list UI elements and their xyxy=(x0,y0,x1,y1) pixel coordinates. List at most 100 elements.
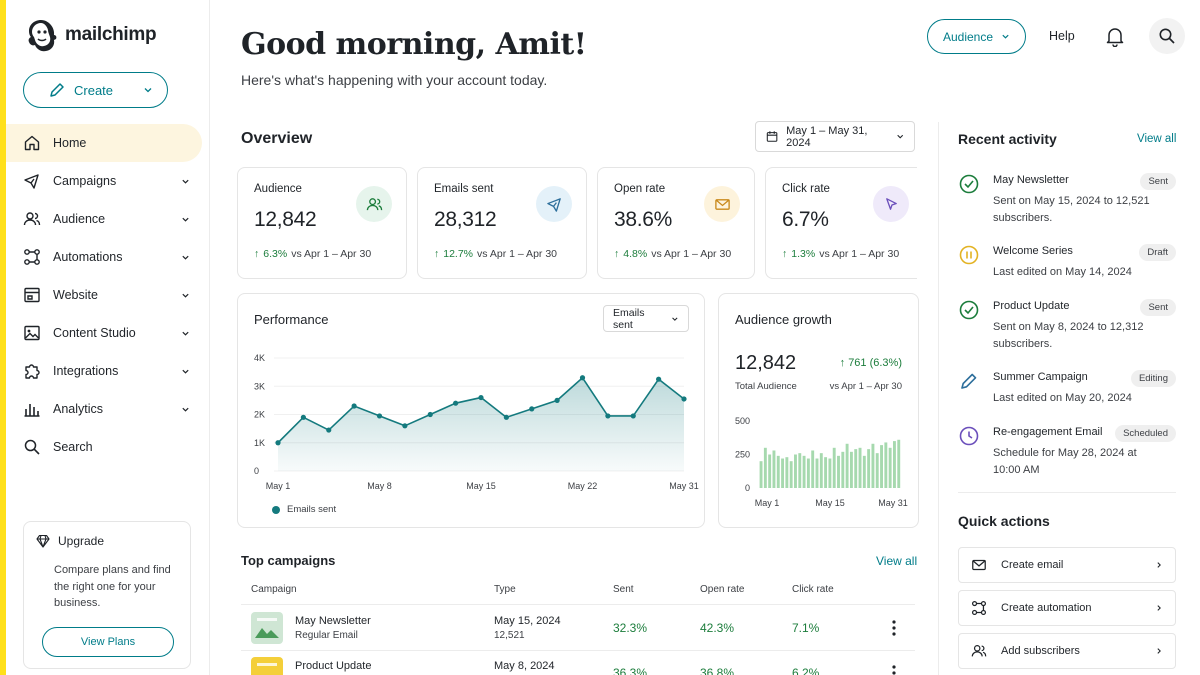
page-greeting: Good morning, Amit! xyxy=(241,27,587,62)
nav-label: Audience xyxy=(53,212,106,226)
stat-card-emails-sent[interactable]: Emails sent 28,312 ↑ 12.7% vs Apr 1 – Ap… xyxy=(417,167,587,279)
quick-action-create-email[interactable]: Create email xyxy=(958,547,1176,583)
view-plans-button[interactable]: View Plans xyxy=(42,627,174,657)
activity-title: Product Update xyxy=(993,300,1070,312)
quick-action-create-automation[interactable]: Create automation xyxy=(958,590,1176,626)
upgrade-title-text: Upgrade xyxy=(58,534,105,548)
growth-bar xyxy=(892,441,896,488)
envelope-icon xyxy=(704,186,740,222)
audience-dropdown-label: Audience xyxy=(942,29,994,44)
stat-change: ↑ 4.8% vs Apr 1 – Apr 30 xyxy=(614,248,731,260)
upgrade-card: Upgrade Compare plans and find the right… xyxy=(23,521,191,669)
nav-item-campaigns[interactable]: Campaigns xyxy=(6,162,210,200)
campaign-type: Regular Email xyxy=(295,630,358,641)
y-tick-label: 0 xyxy=(745,483,750,493)
column-header-sent[interactable]: Sent xyxy=(613,584,634,595)
check-circle-icon xyxy=(959,174,979,194)
chevron-down-icon xyxy=(182,293,189,298)
arrow-up-icon: ↑ xyxy=(434,248,440,260)
arrow-up-icon: ↑ xyxy=(614,248,620,260)
more-vertical-icon[interactable] xyxy=(891,619,897,637)
stat-card-click-rate[interactable]: Click rate 6.7% ↑ 1.3% vs Apr 1 – Apr 30 xyxy=(765,167,917,279)
column-header-campaign[interactable]: Campaign xyxy=(251,584,297,595)
growth-bar xyxy=(768,454,772,488)
calendar-icon xyxy=(766,131,778,142)
activity-description: Last edited on May 14, 2024 xyxy=(993,266,1132,278)
stat-change-vs: vs Apr 1 – Apr 30 xyxy=(291,248,372,260)
sidebar: mailchimp Create Home Campaigns Audience… xyxy=(6,0,210,675)
nav-item-search[interactable]: Search xyxy=(6,428,210,466)
performance-card: Performance Emails sent 0 1K 2K 3K 4K May 1 Ma… xyxy=(237,293,705,528)
data-point xyxy=(427,411,433,418)
growth-bar xyxy=(772,450,776,488)
data-point xyxy=(275,440,281,446)
legend-swatch xyxy=(272,505,280,514)
chevron-down-icon xyxy=(144,88,152,93)
growth-value: 12,842 xyxy=(735,352,797,374)
quick-action-label: Add subscribers xyxy=(1001,645,1080,657)
data-point xyxy=(326,427,332,433)
section-divider xyxy=(958,492,1176,493)
stat-card-audience[interactable]: Audience 12,842 ↑ 6.3% vs Apr 1 – Apr 30 xyxy=(237,167,407,279)
chevron-down-icon xyxy=(672,316,678,321)
data-point xyxy=(351,403,357,409)
column-header-type[interactable]: Type xyxy=(494,584,516,595)
growth-bar xyxy=(763,447,767,488)
stat-value: 6.7% xyxy=(782,208,829,231)
arrow-up-icon: ↑ xyxy=(782,248,788,260)
campaign-sent: 36.3% xyxy=(613,666,648,675)
y-tick-label: 250 xyxy=(735,450,750,460)
growth-vs: vs Apr 1 – Apr 30 xyxy=(829,381,902,392)
table-divider xyxy=(241,650,915,651)
status-badge: Sent xyxy=(1140,173,1176,190)
nav-label: Content Studio xyxy=(53,326,136,340)
growth-bar xyxy=(845,443,849,488)
create-button[interactable]: Create xyxy=(23,72,168,108)
audience-growth-card: Audience growth 12,842 Total Audience ↑ … xyxy=(718,293,919,528)
audience-dropdown[interactable]: Audience xyxy=(927,19,1026,54)
stat-change: ↑ 1.3% vs Apr 1 – Apr 30 xyxy=(782,248,899,260)
nav-item-audience[interactable]: Audience xyxy=(6,200,210,238)
column-header-click-rate[interactable]: Click rate xyxy=(792,584,834,595)
bell-icon[interactable] xyxy=(1104,25,1126,47)
campaign-count: 12,521 xyxy=(494,630,525,641)
data-point xyxy=(503,414,509,420)
upgrade-title: Upgrade xyxy=(36,534,178,548)
global-search-button[interactable] xyxy=(1149,18,1185,54)
quick-action-add-subscribers[interactable]: Add subscribers xyxy=(958,633,1176,669)
area-fill xyxy=(278,377,684,471)
campaign-click-rate: 6.2% xyxy=(792,666,820,675)
help-link[interactable]: Help xyxy=(1049,29,1075,43)
column-divider xyxy=(938,122,939,675)
campaign-click-rate: 7.1% xyxy=(792,621,820,635)
activity-view-all-link[interactable]: View all xyxy=(1137,133,1177,145)
more-vertical-icon[interactable] xyxy=(891,664,897,675)
column-header-open-rate[interactable]: Open rate xyxy=(700,584,745,595)
date-range-picker[interactable]: May 1 – May 31, 2024 xyxy=(755,121,915,152)
growth-bar xyxy=(781,458,785,488)
campaigns-view-all-link[interactable]: View all xyxy=(876,554,918,568)
workflow-icon xyxy=(23,248,41,266)
logo[interactable]: mailchimp xyxy=(23,17,157,53)
stat-card-open-rate[interactable]: Open rate 38.6% ↑ 4.8% vs Apr 1 – Apr 30 xyxy=(597,167,755,279)
metric-select[interactable]: Emails sent xyxy=(603,305,689,332)
envelope-icon xyxy=(972,559,986,571)
nav-item-integrations[interactable]: Integrations xyxy=(6,352,210,390)
table-row[interactable]: May Newsletter Regular Email May 15, 202… xyxy=(241,605,915,651)
growth-title: Audience growth xyxy=(735,312,832,327)
nav-item-analytics[interactable]: Analytics xyxy=(6,390,210,428)
nav-item-website[interactable]: Website xyxy=(6,276,210,314)
data-point xyxy=(554,397,560,403)
campaign-name: May Newsletter xyxy=(295,615,371,627)
data-point xyxy=(376,413,383,419)
nav-item-automations[interactable]: Automations xyxy=(6,238,210,276)
quick-actions-title: Quick actions xyxy=(958,513,1050,529)
nav-item-home[interactable]: Home xyxy=(6,124,202,162)
growth-bar xyxy=(785,457,789,488)
nav-item-content-studio[interactable]: Content Studio xyxy=(6,314,210,352)
table-row[interactable]: Product Update May 8, 2024 36.3% 36.8% 6… xyxy=(241,651,915,675)
chevron-down-icon xyxy=(182,179,189,184)
x-tick-label: May 31 xyxy=(669,481,699,491)
growth-bar xyxy=(794,454,797,488)
chevron-down-icon xyxy=(182,369,189,374)
